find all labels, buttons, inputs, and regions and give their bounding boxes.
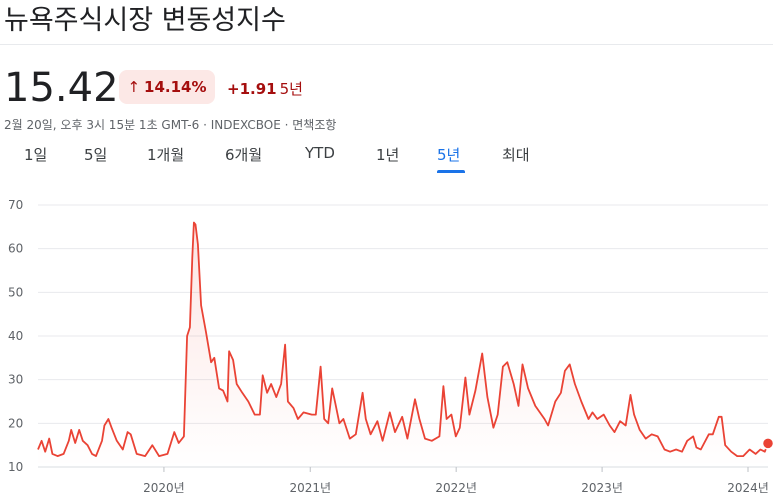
y-tick-label: 40 (8, 329, 23, 343)
y-tick-label: 10 (8, 460, 23, 474)
x-tick-label: 2023년 (581, 481, 623, 495)
y-tick-label: 30 (8, 373, 23, 387)
arrow-up-icon: ↑ (127, 78, 141, 96)
page-title: 뉴욕주식시장 변동성지수 (4, 5, 286, 36)
change-period: 5년 (279, 80, 303, 98)
change-percent: 14.14% (144, 78, 207, 96)
tab-5d[interactable]: 5일 (84, 146, 108, 164)
tab-max[interactable]: 최대 (502, 146, 530, 164)
tab-6m[interactable]: 6개월 (225, 146, 263, 164)
change-absolute-value: +1.91 (227, 80, 277, 98)
tab-1m[interactable]: 1개월 (147, 146, 185, 164)
y-tick-label: 60 (8, 242, 23, 256)
x-tick-label: 2020년 (143, 481, 185, 495)
change-percent-badge: ↑ 14.14% (119, 70, 215, 104)
x-tick-label: 2022년 (435, 481, 477, 495)
header-divider (0, 44, 773, 45)
tab-1d[interactable]: 1일 (24, 146, 48, 164)
tab-5y[interactable]: 5년 (437, 146, 461, 164)
y-tick-label: 70 (8, 198, 23, 212)
price-chart[interactable]: 10 20 30 40 50 60 70 2020년 2021년 2022년 2023년 2024년 (0, 190, 773, 501)
tab-ytd[interactable]: YTD (305, 144, 335, 162)
x-tick-label: 2024년 (727, 481, 769, 495)
active-tab-indicator (437, 170, 465, 173)
last-point-marker (761, 437, 773, 450)
y-tick-label: 50 (8, 285, 23, 299)
tab-1y[interactable]: 1년 (376, 146, 400, 164)
range-tabs: 1일 5일 1개월 6개월 YTD 1년 5년 최대 (0, 144, 773, 174)
change-absolute: +1.91 5년 (227, 78, 303, 99)
series-area (38, 222, 768, 467)
series-line (37, 221, 769, 457)
current-price: 15.42 (4, 65, 119, 111)
y-tick-label: 20 (8, 416, 23, 430)
quote-meta: 2월 20일, 오후 3시 15분 1초 GMT-6 · INDEXCBOE ·… (4, 118, 337, 132)
x-tick-label: 2021년 (289, 481, 331, 495)
